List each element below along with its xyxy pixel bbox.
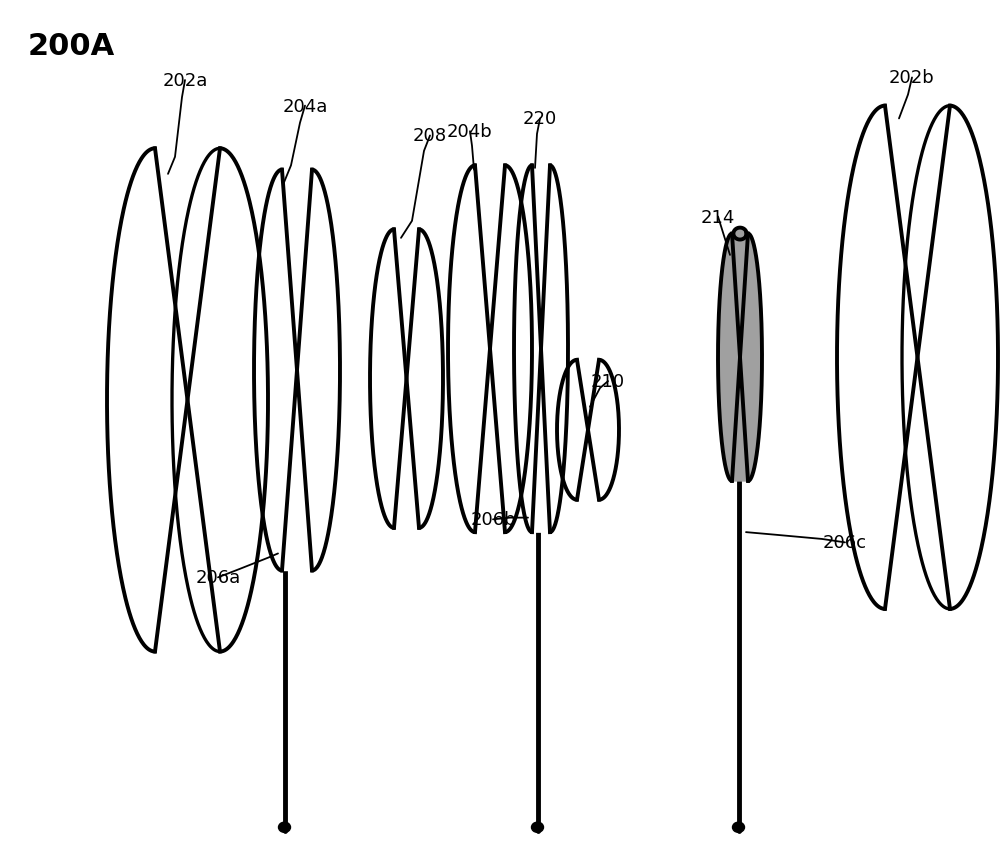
Text: 206b: 206b xyxy=(470,510,516,529)
Text: 210: 210 xyxy=(591,372,625,391)
Text: 204b: 204b xyxy=(447,123,493,141)
Polygon shape xyxy=(557,360,619,500)
Text: 220: 220 xyxy=(523,110,557,129)
Circle shape xyxy=(532,822,544,832)
Text: 204a: 204a xyxy=(282,97,328,116)
Polygon shape xyxy=(514,166,568,532)
Polygon shape xyxy=(448,166,532,532)
Polygon shape xyxy=(837,106,998,609)
Text: 202b: 202b xyxy=(889,69,935,88)
Polygon shape xyxy=(370,230,443,528)
Polygon shape xyxy=(733,228,747,240)
Polygon shape xyxy=(254,170,340,571)
Text: 214: 214 xyxy=(701,208,735,227)
Text: 200A: 200A xyxy=(28,32,115,60)
Text: 202a: 202a xyxy=(162,72,208,90)
Polygon shape xyxy=(718,234,762,481)
Text: 206a: 206a xyxy=(195,568,241,587)
Circle shape xyxy=(278,822,290,832)
Text: 208: 208 xyxy=(413,127,447,146)
Circle shape xyxy=(732,822,744,832)
Text: 206c: 206c xyxy=(823,533,867,552)
Polygon shape xyxy=(107,149,268,652)
